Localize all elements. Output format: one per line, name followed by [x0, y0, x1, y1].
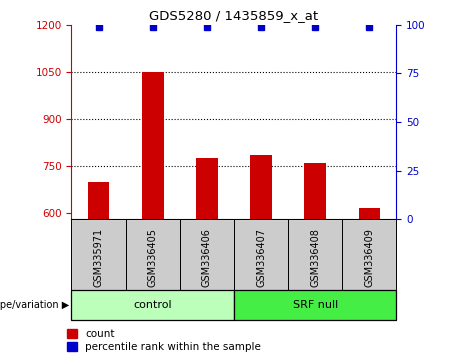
Text: GSM336406: GSM336406	[202, 228, 212, 287]
Text: GSM336409: GSM336409	[364, 228, 374, 287]
Bar	[196, 158, 218, 219]
Text: GSM335971: GSM335971	[94, 228, 104, 287]
Text: GSM336405: GSM336405	[148, 228, 158, 287]
Bar	[342, 219, 396, 290]
Text: GSM336408: GSM336408	[310, 228, 320, 287]
Text: control: control	[133, 300, 172, 310]
Bar	[234, 290, 396, 320]
Text: SRF null: SRF null	[293, 300, 338, 310]
Bar	[142, 72, 164, 219]
Bar	[125, 219, 180, 290]
Text: GSM336407: GSM336407	[256, 228, 266, 287]
Bar	[71, 290, 234, 320]
Bar	[250, 155, 272, 219]
Bar	[88, 182, 109, 219]
Bar	[71, 219, 125, 290]
Text: genotype/variation ▶: genotype/variation ▶	[0, 300, 69, 310]
Bar	[234, 219, 288, 290]
Legend: count, percentile rank within the sample: count, percentile rank within the sample	[67, 329, 261, 352]
Bar	[304, 163, 326, 219]
Bar	[288, 219, 342, 290]
Title: GDS5280 / 1435859_x_at: GDS5280 / 1435859_x_at	[149, 9, 319, 22]
Bar	[359, 209, 380, 219]
Bar	[180, 219, 234, 290]
